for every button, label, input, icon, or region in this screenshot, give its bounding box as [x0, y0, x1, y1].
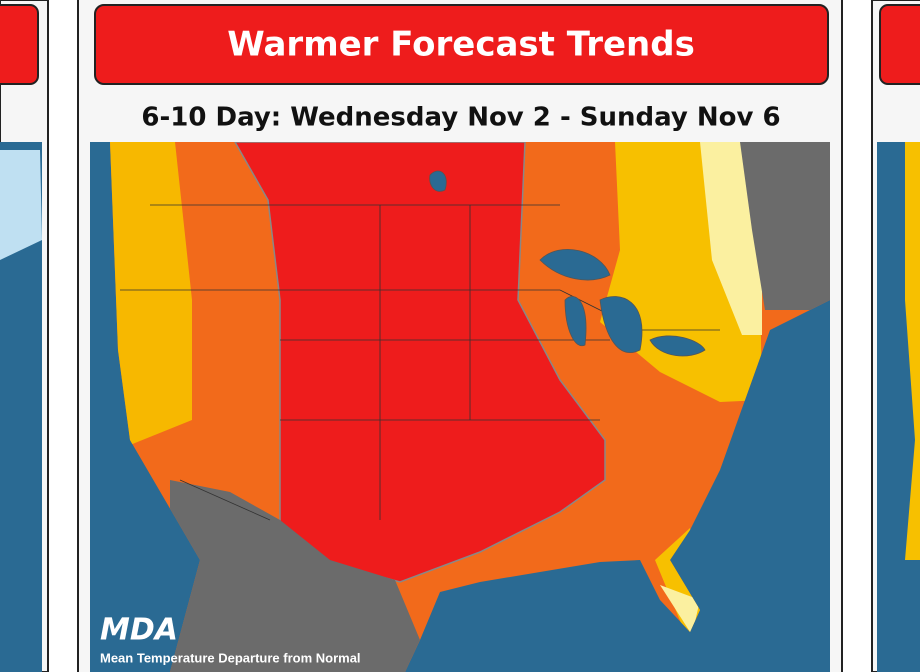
title-bar [879, 4, 920, 85]
caption: Mean Temperature Departure from Normal [100, 650, 361, 665]
region [660, 585, 700, 635]
title: Warmer Forecast Trends [227, 25, 695, 65]
region [700, 142, 762, 335]
prev-slide[interactable] [0, 0, 49, 672]
subtitle: 6-10 Day: Wednesday Nov 2 - Sunday Nov 6 [141, 103, 780, 133]
next-slide[interactable] [871, 0, 920, 672]
map: MDA Mean Temperature Departure from Norm… [90, 142, 830, 672]
region [740, 142, 830, 310]
region [233, 142, 606, 583]
region [0, 150, 42, 260]
region [905, 142, 920, 560]
mexico [170, 480, 420, 672]
border [120, 204, 720, 521]
logo: MDA [100, 613, 178, 648]
title-bar [94, 4, 829, 85]
region [110, 142, 192, 445]
title-bar [0, 4, 39, 85]
lake [429, 170, 706, 357]
